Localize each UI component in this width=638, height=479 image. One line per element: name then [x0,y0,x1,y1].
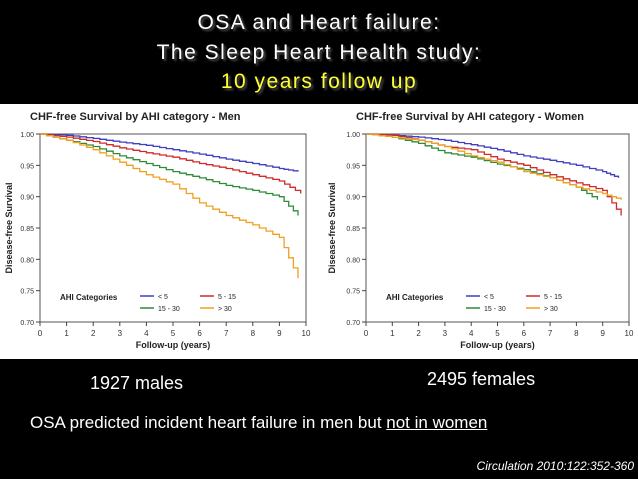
x-tick-label: 7 [224,329,229,338]
x-axis-label: Follow-up (years) [136,340,211,350]
y-tick-label: 0.85 [20,226,34,233]
legend-label-15-30: 15 - 30 [158,306,180,313]
y-tick-label: 0.75 [346,289,360,296]
x-tick-label: 9 [600,329,605,338]
chart-men: CHF-free Survival by AHI category - Men 0… [4,111,311,350]
legend-label-5-15: 5 - 15 [544,294,562,301]
x-tick-label: 6 [522,329,527,338]
legend-label-lt5: < 5 [158,294,168,301]
slide-title-line-3: 10 years follow up [220,70,418,93]
legend-label-5-15: 5 - 15 [218,294,236,301]
y-tick-label: 0.70 [346,320,360,327]
legend-label-gt30: > 30 [218,306,232,313]
series-line-lt5 [366,133,620,178]
y-tick-label: 0.80 [20,257,34,264]
y-tick-label: 0.80 [346,257,360,264]
y-tick-label: 1.00 [20,132,34,139]
slide-title-line-2: The Sleep Heart Health study: [156,41,482,64]
x-tick-label: 8 [574,329,579,338]
x-tick-label: 10 [625,329,634,338]
legend-title: AHI Categories [386,293,444,302]
x-tick-label: 5 [171,329,176,338]
x-tick-label: 3 [443,329,448,338]
x-tick-label: 1 [390,329,395,338]
y-tick-label: 0.75 [20,289,34,296]
x-tick-label: 5 [495,329,500,338]
chart-title: CHF-free Survival by AHI category - Men [30,111,241,123]
x-tick-label: 2 [91,329,96,338]
chart-panel-women: CHF-free Survival by AHI category - Wome… [323,104,638,359]
y-tick-label: 0.90 [346,195,360,202]
series-line-15-30 [40,133,299,216]
y-tick-label: 0.70 [20,320,34,327]
x-tick-label: 9 [277,329,282,338]
x-tick-label: 10 [302,329,311,338]
x-tick-label: 3 [118,329,123,338]
chart-title: CHF-free Survival by AHI category - Wome… [356,111,584,123]
legend-label-gt30: > 30 [544,306,558,313]
y-tick-label: 0.85 [346,226,360,233]
x-tick-label: 6 [197,329,202,338]
females-count-label: 2495 females [427,369,536,389]
males-count-label: 1927 males [90,373,184,393]
y-tick-label: 0.95 [346,163,360,170]
citation: Circulation 2010:122:352-360 [476,459,634,473]
series-line-5-15 [366,133,622,216]
x-tick-label: 1 [64,329,69,338]
slide-title-line-1: OSA and Heart failure: [197,11,441,34]
x-tick-label: 4 [144,329,149,338]
x-tick-label: 4 [469,329,474,338]
series-line-lt5 [40,133,299,172]
x-axis-label: Follow-up (years) [460,340,535,350]
x-tick-label: 8 [251,329,256,338]
legend-label-lt5: < 5 [484,294,494,301]
x-tick-label: 0 [38,329,43,338]
chart-women: CHF-free Survival by AHI category - Wome… [327,111,634,350]
summary-text-main: OSA predicted incident heart failure in … [30,413,387,432]
series-line-gt30 [366,133,622,200]
x-tick-label: 0 [364,329,369,338]
y-tick-label: 1.00 [346,132,360,139]
legend-label-15-30: 15 - 30 [484,306,506,313]
y-tick-label: 0.90 [20,195,34,202]
chart-panel-men: CHF-free Survival by AHI category - Men 0… [0,104,323,359]
y-tick-label: 0.95 [20,163,34,170]
series-line-5-15 [40,133,302,194]
summary-text-underlined: not in women [386,413,488,432]
summary-text: OSA predicted incident heart failure in … [30,413,487,433]
y-axis-label: Disease-free Survival [327,182,337,273]
series-line-15-30 [366,133,599,200]
legend-title: AHI Categories [60,293,118,302]
x-tick-label: 2 [416,329,421,338]
y-axis-label: Disease-free Survival [4,182,14,273]
x-tick-label: 7 [548,329,553,338]
series-line-gt30 [40,133,299,279]
